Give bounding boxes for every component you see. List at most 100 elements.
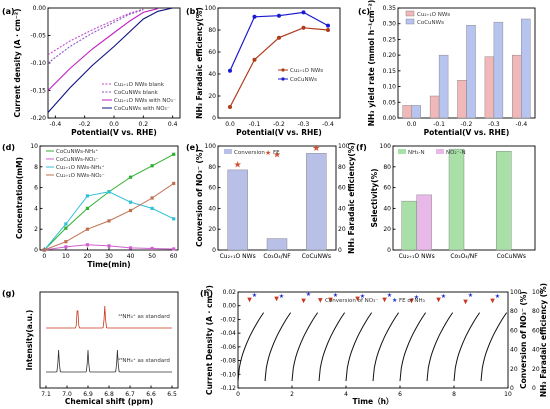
- data-point: [64, 245, 68, 249]
- y-tick-label: 0.20: [383, 52, 397, 59]
- x-tick-label: 0.4: [168, 121, 178, 128]
- y2-tick-label: 60: [510, 327, 518, 334]
- y-tick-label: -0.02: [220, 316, 236, 323]
- y-tick-label: 0.00: [33, 5, 47, 12]
- x-tick-label: 6.8: [104, 391, 114, 398]
- y-tick-label: 0.05: [383, 99, 397, 106]
- current-cycle-line: [264, 312, 292, 382]
- x-tick-label: 40: [127, 253, 135, 260]
- x-tick-label: 10: [504, 391, 512, 398]
- y2-tick-label: 100: [510, 289, 522, 296]
- legend-swatch: [405, 10, 415, 17]
- current-cycle-line: [399, 312, 427, 382]
- legend-label: Cu₂₊₁O NWs with NO₃⁻: [114, 98, 176, 104]
- x-tick-label: 0.0: [109, 121, 119, 128]
- y-tick-label: -0.10: [30, 60, 46, 67]
- x-tick-label: 0.0: [225, 121, 235, 128]
- y-tick-label: 60: [208, 49, 216, 56]
- data-point: [150, 246, 154, 251]
- series-line: [47, 8, 159, 91]
- y-tick-label: 10: [30, 143, 38, 150]
- legend-label: CoCuNWs: [417, 20, 444, 26]
- legend-label: Cu₂₊₁O NWs-NH₄⁺: [56, 164, 105, 171]
- fe-marker: ★: [495, 293, 500, 300]
- legend-marker: ★: [392, 297, 397, 304]
- y2-tick-label: 0: [510, 385, 514, 392]
- current-cycle-line: [291, 312, 319, 382]
- y3-tick-label: 20: [532, 366, 540, 373]
- current-cycle-line: [318, 312, 346, 382]
- bar: [493, 21, 504, 119]
- current-cycle-line: [453, 312, 481, 382]
- y-axis-label: Current Density (A · cm⁻²): [205, 285, 214, 395]
- data-point: [150, 196, 154, 200]
- bar: [484, 56, 495, 119]
- x-tick-label: -0.1: [433, 121, 445, 128]
- y-tick-label: 20: [383, 226, 391, 233]
- y-axis-label: NH₃ Faradaic efficiency(%): [195, 7, 204, 119]
- y-tick-label: 0: [212, 115, 216, 122]
- y-tick-label: 20: [208, 93, 216, 100]
- y-tick-label: 2: [34, 226, 38, 233]
- series-line: [47, 7, 173, 113]
- panel-label: (f): [356, 143, 367, 152]
- data-point: [228, 105, 232, 109]
- spectrum-label: ¹⁵NH₄⁺ as standard: [118, 357, 170, 364]
- y-tick-label: 80: [208, 164, 216, 171]
- x-tick-label: 8: [452, 391, 456, 398]
- legend-label: FE: [273, 150, 280, 156]
- y-tick-label: 0.02: [223, 289, 237, 296]
- x-axis-label: Time（h）: [353, 396, 394, 406]
- conversion-marker: ▼: [409, 298, 414, 305]
- data-point: [252, 14, 257, 19]
- x-tick-label: 0.2: [139, 121, 149, 128]
- x-tick-label: 0: [236, 391, 240, 398]
- data-point: [172, 152, 176, 156]
- conversion-marker: ▼: [247, 297, 252, 304]
- legend-swatch: [224, 149, 232, 154]
- conversion-marker: ▼: [463, 299, 468, 306]
- y-tick-label: 4: [34, 205, 38, 212]
- bar: [466, 25, 476, 119]
- series-line: [47, 9, 144, 64]
- bar: [496, 150, 512, 251]
- bar: [438, 54, 449, 119]
- data-point: [42, 248, 46, 252]
- y-tick-label: -0.12: [220, 385, 236, 392]
- x-axis-label: Potential(V vs. RHE): [424, 128, 510, 137]
- conversion-marker: ▼: [436, 297, 441, 304]
- plot-frame: [237, 291, 509, 389]
- current-cycle-line: [480, 312, 508, 382]
- x-tick-label: 6.7: [125, 391, 135, 398]
- x-axis-label: Potential(V vs. RHE): [71, 128, 157, 137]
- chart-h: (h) 0.02 0.00 -0.02 -0.04 -0.06 -0.08 -0.10 -0.1…: [200, 283, 548, 406]
- data-point: [64, 226, 68, 230]
- x-tick-label: 6.5: [167, 391, 177, 398]
- data-point: [301, 25, 306, 30]
- x-axis-label: Potential(V vs. RHE): [236, 128, 322, 137]
- legend-label: CoCuNWs with NO₃⁻: [114, 106, 170, 112]
- x-tick-label: -0.4: [515, 121, 527, 128]
- bar: [402, 105, 412, 119]
- conversion-marker: ▼: [274, 296, 279, 303]
- chart-b: (b) 0 20 40 60 80 100 0.0 -0.1 -0.2 -0.3 -0.4 Cu₂₊₁O…: [186, 5, 341, 137]
- data-point: [301, 10, 306, 15]
- y-tick-label: 6: [34, 185, 38, 192]
- y3-tick-label: 60: [532, 327, 540, 334]
- x-tick-label: CoCuNWs: [497, 253, 526, 260]
- x-tick-label: 0.0: [407, 121, 417, 128]
- y-tick-label: -0.04: [220, 330, 236, 337]
- conversion-marker: ▼: [301, 298, 306, 305]
- fe-marker: ★: [414, 294, 419, 301]
- y-tick-label: 40: [383, 205, 391, 212]
- data-point: [172, 181, 176, 186]
- fe-marker: ★: [306, 291, 311, 298]
- fe-marker: ★: [279, 293, 284, 300]
- bar: [457, 80, 467, 119]
- fe-marker: ★: [360, 293, 365, 300]
- series-line: [44, 183, 174, 251]
- bar: [512, 54, 522, 119]
- x-tick-label: Cu₂₊₁O NWs: [399, 253, 435, 260]
- data-point: [128, 175, 133, 179]
- y-tick-label: -0.06: [220, 344, 236, 351]
